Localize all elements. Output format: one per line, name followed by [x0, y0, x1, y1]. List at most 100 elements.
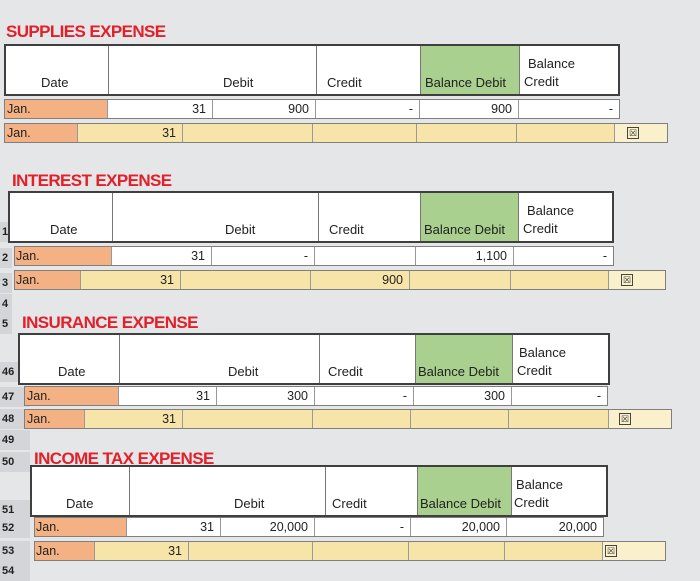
date-cell[interactable]: Jan. [35, 542, 95, 560]
ledger-row[interactable]: Jan. 31 300 - 300 - [24, 386, 608, 406]
day-cell[interactable]: 31 [85, 410, 183, 428]
credit-cell[interactable] [313, 410, 411, 428]
checkbox-icon[interactable]: ☒ [605, 545, 617, 557]
balance-debit-cell[interactable]: 300 [414, 387, 512, 405]
ledger-header: Date Debit Credit Balance Debit Balance … [4, 44, 620, 96]
day-cell[interactable]: 31 [81, 271, 181, 289]
checkbox-icon[interactable]: ☒ [621, 274, 633, 286]
balance-debit-cell[interactable] [417, 124, 517, 142]
day-cell[interactable]: 31 [127, 518, 221, 536]
date-cell[interactable]: Jan. [25, 410, 85, 428]
date-cell[interactable]: Jan. [25, 387, 119, 405]
balance-debit-cell[interactable]: 1,100 [416, 247, 514, 265]
debit-cell[interactable]: 300 [217, 387, 315, 405]
day-cell[interactable]: 31 [108, 100, 213, 118]
checkbox-icon[interactable]: ☒ [627, 127, 639, 139]
credit-cell[interactable] [313, 124, 417, 142]
ledger-row[interactable]: Jan. 31 20,000 - 20,000 20,000 [34, 517, 604, 537]
row-header: 47 [0, 387, 30, 407]
debit-header: Debit [109, 46, 317, 94]
balance-credit-cell[interactable] [517, 124, 615, 142]
section-title: INSURANCE EXPENSE [22, 313, 199, 332]
row-header: 51 [0, 500, 30, 520]
day-cell[interactable]: 31 [112, 247, 212, 265]
ledger-row[interactable]: Jan. 31 900 - 900 - [4, 99, 620, 119]
row-header: 49 [0, 430, 30, 450]
credit-header: Credit [317, 46, 421, 94]
debit-cell[interactable]: 20,000 [221, 518, 315, 536]
balance-credit-cell[interactable]: 20,000 [558, 520, 597, 534]
debit-cell[interactable]: 900 [213, 100, 316, 118]
balance-credit-cell[interactable] [505, 542, 603, 560]
balance-credit-header: Balance Credit [517, 345, 566, 378]
date-cell[interactable]: Jan. [5, 100, 108, 118]
debit-header: Debit [130, 467, 326, 515]
balance-credit-header: Balance Credit [524, 56, 575, 89]
balance-credit-header: Balance Credit [523, 203, 574, 236]
date-cell[interactable]: Jan. [5, 124, 78, 142]
ledger-header: Date Debit Credit Balance Debit Balance … [30, 465, 608, 517]
debit-cell[interactable] [183, 124, 313, 142]
ledger-row[interactable]: Jan. 31 ☒ [34, 541, 666, 561]
debit-cell[interactable]: - [212, 247, 315, 265]
credit-cell[interactable] [313, 542, 409, 560]
date-header: Date [10, 193, 113, 241]
balance-credit-cell[interactable]: - [608, 102, 613, 116]
credit-cell[interactable]: - [315, 518, 411, 536]
section-title: SUPPLIES EXPENSE [6, 22, 166, 41]
spacer-cell [615, 124, 667, 142]
balance-debit-header: Balance Debit [421, 46, 520, 94]
balance-credit-cell[interactable]: - [596, 389, 601, 403]
day-cell[interactable]: 31 [95, 542, 189, 560]
debit-header: Debit [120, 335, 320, 383]
debit-cell[interactable] [189, 542, 313, 560]
day-cell[interactable]: 31 [78, 124, 183, 142]
balance-credit-cell[interactable]: - [602, 249, 607, 263]
balance-debit-cell[interactable] [411, 410, 509, 428]
balance-debit-cell[interactable] [409, 542, 505, 560]
credit-header: Credit [326, 467, 418, 515]
row-header: 5 [0, 314, 12, 334]
ledger-row[interactable]: Jan. 31 ☒ [4, 123, 668, 143]
debit-cell[interactable] [181, 271, 311, 289]
section-title: INCOME TAX EXPENSE [34, 449, 214, 468]
ledger-row[interactable]: Jan. 31 900 ☒ [14, 270, 666, 290]
balance-credit-cell[interactable] [511, 271, 609, 289]
credit-header: Credit [320, 335, 416, 383]
checkbox-icon[interactable]: ☒ [619, 413, 631, 425]
balance-debit-cell[interactable] [410, 271, 511, 289]
date-header: Date [32, 467, 130, 515]
balance-debit-header: Balance Debit [416, 335, 513, 383]
credit-cell[interactable]: 900 [311, 271, 410, 289]
ledger-header: Date Debit Credit Balance Debit Balance … [18, 333, 610, 385]
debit-cell[interactable] [183, 410, 313, 428]
credit-cell[interactable]: - [316, 100, 420, 118]
row-header: 50 [0, 452, 30, 472]
date-cell[interactable]: Jan. [15, 247, 112, 265]
balance-debit-cell[interactable]: 900 [420, 100, 519, 118]
ledger-row[interactable]: Jan. 31 - 1,100 - [14, 246, 614, 266]
credit-cell[interactable] [315, 247, 416, 265]
row-header: 53 [0, 541, 30, 561]
balance-debit-header: Balance Debit [418, 467, 512, 515]
row-header: 54 [0, 561, 30, 581]
row-header: 52 [0, 518, 30, 538]
date-header: Date [6, 46, 109, 94]
date-cell[interactable]: Jan. [15, 271, 81, 289]
section-title: INTEREST EXPENSE [12, 171, 172, 190]
ledger-row[interactable]: Jan. 31 ☒ [24, 409, 672, 429]
date-cell[interactable]: Jan. [35, 518, 127, 536]
credit-cell[interactable]: - [315, 387, 414, 405]
date-header: Date [20, 335, 120, 383]
credit-header: Credit [319, 193, 421, 241]
row-header: 4 [0, 294, 12, 314]
balance-credit-header: Balance Credit [514, 477, 563, 510]
balance-credit-cell[interactable] [509, 410, 609, 428]
row-header: 48 [0, 409, 30, 429]
row-header: 2 [0, 248, 12, 268]
balance-debit-header: Balance Debit [421, 193, 519, 241]
ledger-header: Date Debit Credit Balance Debit Balance … [8, 191, 614, 243]
balance-debit-cell[interactable]: 20,000 [411, 518, 507, 536]
day-cell[interactable]: 31 [119, 387, 217, 405]
